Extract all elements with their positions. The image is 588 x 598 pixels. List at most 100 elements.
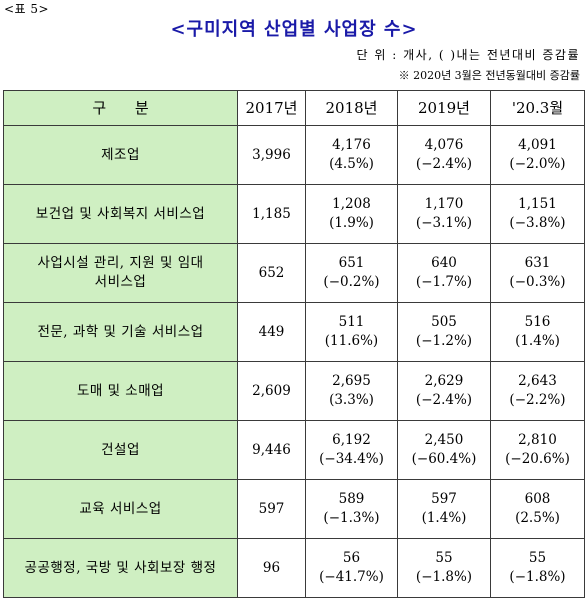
category-line: 제조업: [101, 146, 140, 163]
table-row: 도매 및 소매업 2,609 2,695 (3.3%) 2,629 (−2.4%) 2,64…: [3, 361, 585, 421]
change-2019: (−2.4%): [415, 392, 473, 408]
value-2018: 589: [338, 491, 365, 507]
header-2020-march: '20.3월: [490, 90, 585, 126]
category-cell: 도매 및 소매업: [3, 361, 238, 421]
cell-2018: 56 (−41.7%): [305, 538, 398, 598]
cell-2018: 589 (−1.3%): [305, 479, 398, 539]
change-2018: (−1.3%): [323, 510, 380, 526]
value-2017: 2,609: [237, 361, 306, 421]
change-2019: (−1.2%): [415, 333, 473, 349]
change-2018: (−0.2%): [323, 274, 380, 290]
value-2020-march: 55: [528, 550, 547, 566]
value-2018: 2,695: [332, 373, 371, 389]
cell-2019: 55 (−1.8%): [397, 538, 491, 598]
cell-2018: 511 (11.6%): [305, 302, 398, 362]
cell-2019: 640 (−1.7%): [397, 243, 491, 303]
value-2020-march: 2,643: [518, 373, 557, 389]
value-2019: 55: [435, 550, 453, 566]
category-cell: 제조업: [3, 125, 238, 185]
table-row: 전문, 과학 및 기술 서비스업 449 511 (11.6%) 505 (−1.2%) 5…: [3, 302, 585, 362]
value-2017: 1,185: [237, 184, 306, 244]
change-2018: (4.5%): [329, 156, 374, 172]
cell-2018: 4,176 (4.5%): [305, 125, 398, 185]
cell-2020-march: 516 (1.4%): [490, 302, 585, 362]
category-line: 전문, 과학 및 기술 서비스업: [37, 323, 204, 340]
value-2018: 651: [338, 255, 365, 271]
change-2018: (3.3%): [329, 392, 374, 408]
cell-2020-march: 1,151 (−3.8%): [490, 184, 585, 244]
header-2017: 2017년: [237, 90, 306, 126]
change-2020-march: (−3.8%): [509, 215, 566, 231]
change-2018: (11.6%): [324, 333, 379, 349]
cell-2020-march: 2,643 (−2.2%): [490, 361, 585, 421]
value-2020-march: 2,810: [518, 432, 557, 448]
category-line: 서비스업: [94, 274, 147, 290]
value-2020-march: 4,091: [518, 137, 557, 153]
change-2019: (−2.4%): [415, 156, 473, 172]
cell-2019: 2,629 (−2.4%): [397, 361, 491, 421]
header-2019: 2019년: [397, 90, 491, 126]
table-row: 보건업 및 사회복지 서비스업 1,185 1,208 (1.9%) 1,170 (−3.…: [3, 184, 585, 244]
change-2020-march: (1.4%): [515, 333, 560, 349]
table-title: <구미지역 산업별 사업장 수>: [170, 19, 418, 40]
value-2017: 597: [237, 479, 306, 539]
header-2018: 2018년: [305, 90, 398, 126]
change-2018: (1.9%): [329, 215, 374, 231]
cell-2019: 505 (−1.2%): [397, 302, 491, 362]
unit-note: 단 위 : 개사, ( )내는 전년대비 증감률: [356, 48, 580, 62]
value-2019: 597: [431, 491, 457, 507]
value-2018: 1,208: [332, 196, 371, 212]
value-2018: 4,176: [332, 137, 371, 153]
cell-2019: 597 (1.4%): [397, 479, 491, 539]
value-2020-march: 516: [524, 314, 551, 330]
value-2017: 96: [237, 538, 306, 598]
value-2018: 56: [342, 550, 361, 566]
industry-table: 구 분 2017년 2018년 2019년 '20.3월 제조업 3,996 4,1…: [3, 90, 585, 598]
cell-2020-march: 4,091 (−2.0%): [490, 125, 585, 185]
cell-2018: 2,695 (3.3%): [305, 361, 398, 421]
value-2019: 2,450: [424, 432, 464, 448]
value-2017: 9,446: [237, 420, 306, 480]
cell-2018: 651 (−0.2%): [305, 243, 398, 303]
category-line: 보건업 및 사회복지 서비스업: [35, 205, 206, 222]
table-row: 공공행정, 국방 및 사회보장 행정 96 56 (−41.7%) 55 (−1.8%) 5…: [3, 538, 585, 598]
table-row: 건설업 9,446 6,192 (−34.4%) 2,450 (−60.4%) 2,810 (…: [3, 420, 585, 480]
table-row: 사업시설 관리, 지원 및 임대 서비스업 652 651 (−0.2%) 640 (−1.…: [3, 243, 585, 303]
change-2019: (1.4%): [421, 510, 467, 526]
change-2020-march: (−0.3%): [509, 274, 566, 290]
change-2019: (−1.7%): [415, 274, 473, 290]
category-line: 교육 서비스업: [79, 500, 162, 517]
category-line: 공공행정, 국방 및 사회보장 행정: [24, 559, 217, 576]
change-2019: (−1.8%): [415, 569, 473, 585]
cell-2019: 4,076 (−2.4%): [397, 125, 491, 185]
value-2017: 449: [237, 302, 306, 362]
value-2019: 2,629: [424, 373, 464, 389]
value-2018: 6,192: [332, 432, 371, 448]
footnote: ※ 2020년 3월은 전년동월대비 증감률: [398, 69, 580, 82]
category-line: 도매 및 소매업: [76, 382, 165, 399]
change-2018: (−41.7%): [319, 569, 384, 585]
table-label: <표 5>: [4, 2, 50, 16]
category-line: 건설업: [101, 441, 140, 458]
value-2019: 640: [431, 255, 457, 271]
cell-2019: 2,450 (−60.4%): [397, 420, 491, 480]
header-category: 구 분: [3, 90, 238, 126]
category-cell: 보건업 및 사회복지 서비스업: [3, 184, 238, 244]
category-cell: 건설업: [3, 420, 238, 480]
change-2020-march: (2.5%): [515, 510, 560, 526]
change-2020-march: (−20.6%): [505, 451, 570, 467]
cell-2020-march: 2,810 (−20.6%): [490, 420, 585, 480]
value-2017: 652: [237, 243, 306, 303]
cell-2020-march: 608 (2.5%): [490, 479, 585, 539]
cell-2019: 1,170 (−3.1%): [397, 184, 491, 244]
category-cell: 전문, 과학 및 기술 서비스업: [3, 302, 238, 362]
header-row: 구 분 2017년 2018년 2019년 '20.3월: [3, 90, 585, 126]
change-2020-march: (−2.2%): [509, 392, 566, 408]
change-2018: (−34.4%): [319, 451, 384, 467]
category-line: 사업시설 관리, 지원 및 임대: [37, 255, 204, 271]
change-2019: (−60.4%): [411, 451, 477, 467]
change-2020-march: (−2.0%): [509, 156, 566, 172]
change-2019: (−3.1%): [415, 215, 473, 231]
category-cell: 공공행정, 국방 및 사회보장 행정: [3, 538, 238, 598]
